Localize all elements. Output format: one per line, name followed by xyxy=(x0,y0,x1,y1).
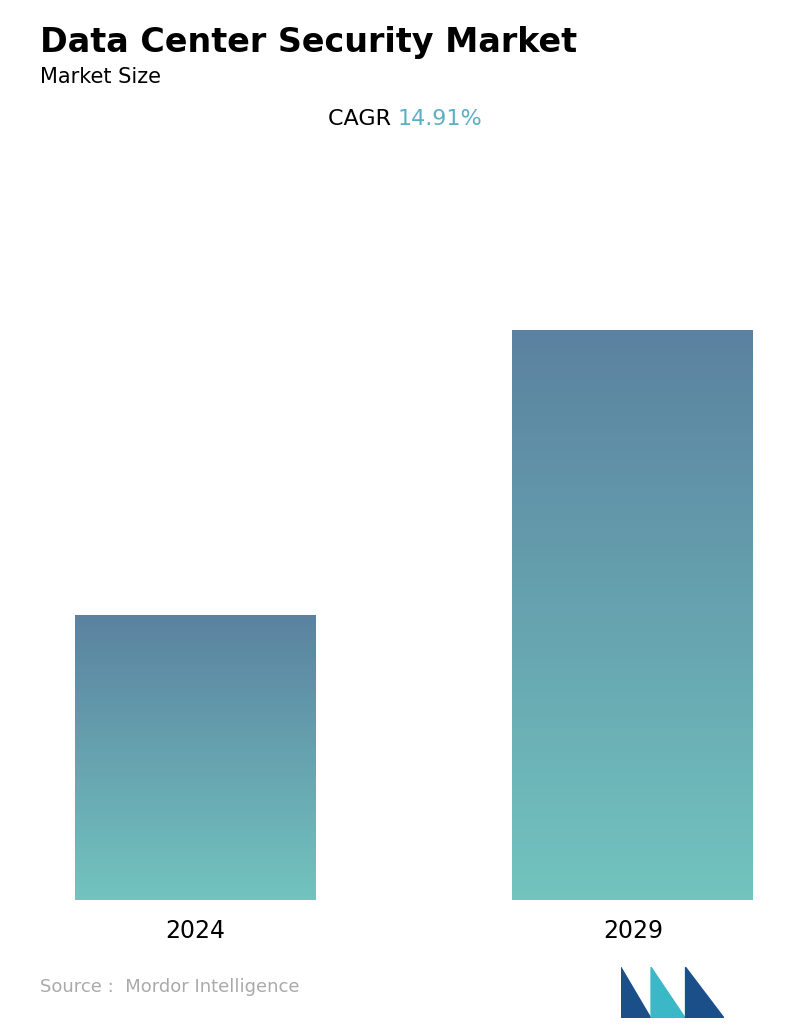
Polygon shape xyxy=(685,968,724,1018)
Polygon shape xyxy=(651,968,685,1018)
Text: Market Size: Market Size xyxy=(40,67,161,87)
Text: Data Center Security Market: Data Center Security Market xyxy=(40,26,577,59)
Text: CAGR: CAGR xyxy=(328,109,398,128)
Text: Source :  Mordor Intelligence: Source : Mordor Intelligence xyxy=(40,978,299,997)
Polygon shape xyxy=(621,968,651,1018)
Text: 14.91%: 14.91% xyxy=(398,109,482,128)
